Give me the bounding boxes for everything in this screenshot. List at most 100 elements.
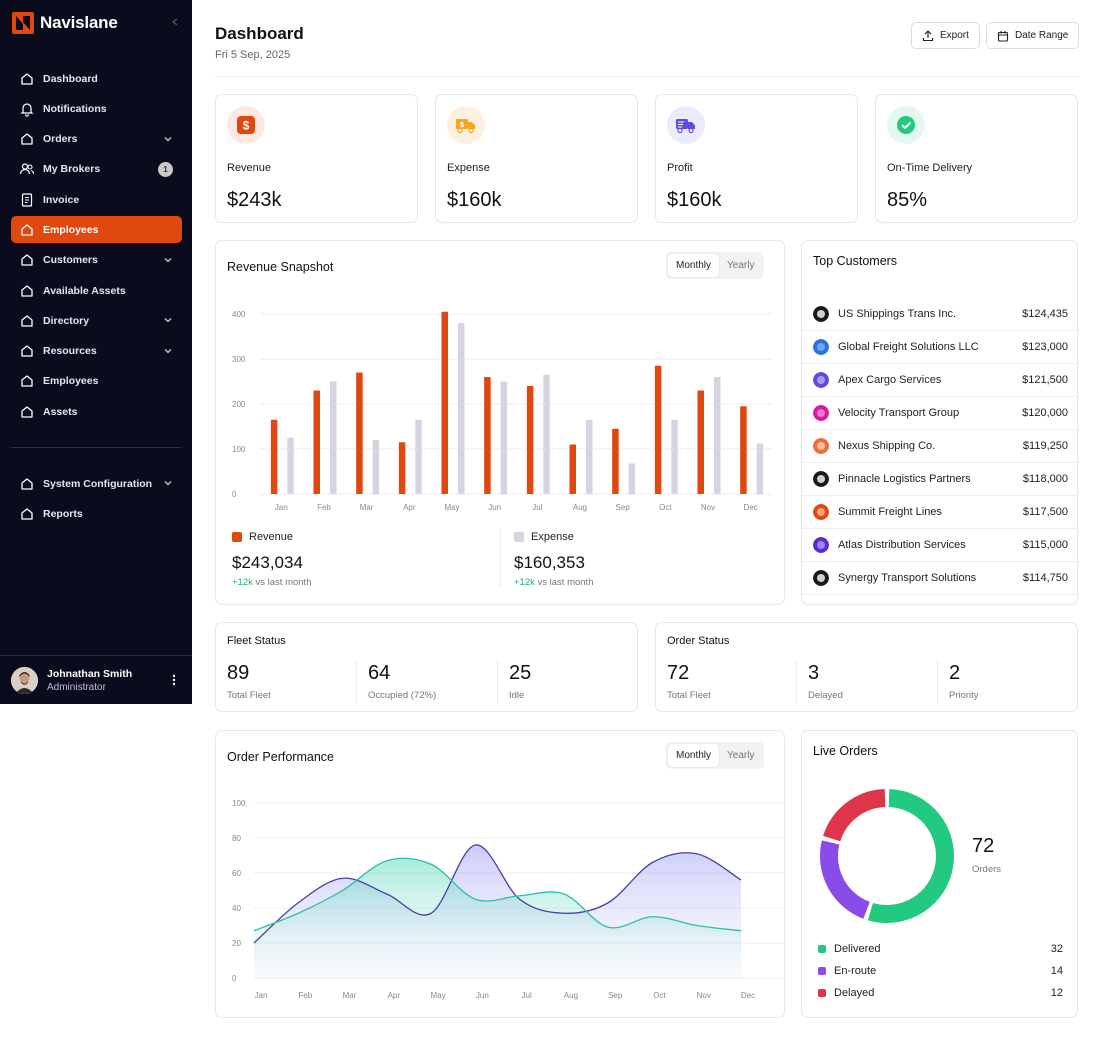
home-icon — [21, 72, 33, 85]
sidebar-item-available-assets[interactable]: Available Assets — [11, 277, 182, 304]
enroute-swatch — [818, 967, 826, 975]
stat-divider — [497, 659, 498, 705]
x-tick-label: Jul — [532, 503, 542, 512]
customer-row[interactable]: Velocity Transport Group $120,000 — [802, 397, 1077, 430]
revenue-snapshot-card: Revenue Snapshot Monthly Yearly 0 100 200 3… — [215, 240, 785, 605]
revenue-bar — [526, 386, 534, 494]
tab-yearly[interactable]: Yearly — [727, 260, 755, 271]
tab-monthly[interactable]: Monthly — [668, 254, 720, 277]
stat-value: 64 — [368, 662, 391, 684]
date-range-button[interactable]: Date Range — [986, 22, 1080, 49]
delta-value: +12k — [514, 577, 535, 588]
kpi-label: Expense — [447, 162, 490, 174]
expense-bar — [671, 419, 678, 494]
sidebar-item-directory[interactable]: Directory — [11, 307, 182, 334]
customer-row[interactable]: Apex Cargo Services $121,500 — [802, 364, 1077, 397]
sidebar-item-employees-2[interactable]: Employees — [11, 368, 182, 395]
delta-suffix: vs last month — [255, 577, 312, 588]
sidebar-item-system-configuration[interactable]: System Configuration — [11, 470, 182, 497]
collapse-sidebar-icon[interactable] — [170, 16, 180, 30]
chevron-down-icon — [164, 481, 172, 486]
svg-text:$: $ — [460, 122, 464, 129]
legend-value: 14 — [1050, 965, 1063, 977]
expense-bar — [586, 419, 593, 494]
sidebar-item-notifications[interactable]: Notifications — [11, 95, 182, 122]
settings-icon — [21, 477, 33, 490]
customer-row[interactable]: Atlas Distribution Services $115,000 — [802, 529, 1077, 562]
customer-row[interactable]: Synergy Transport Solutions $114,750 — [802, 562, 1077, 595]
customer-name: US Shippings Trans Inc. — [838, 308, 957, 320]
revenue-bar — [313, 390, 320, 494]
sidebar-item-invoice[interactable]: Invoice — [11, 186, 182, 213]
expense-delta: +12k vs last month — [514, 577, 593, 588]
assets-icon — [21, 284, 33, 297]
kpi-value: $160k — [447, 189, 502, 211]
legend-label: Revenue — [249, 531, 294, 543]
legend-label: En-route — [834, 965, 877, 977]
x-tick-label: May — [431, 991, 446, 1000]
sidebar-item-dashboard[interactable]: Dashboard — [11, 65, 182, 92]
customer-row[interactable] — [802, 595, 1077, 604]
sidebar-item-label: Reports — [43, 507, 83, 520]
sidebar-item-resources[interactable]: Resources — [11, 338, 182, 365]
brand[interactable]: Navislane — [12, 12, 118, 34]
calendar-icon — [997, 30, 1009, 42]
x-tick-label: Mar — [360, 503, 374, 512]
customer-logo-icon — [818, 603, 824, 604]
customer-row[interactable]: Global Freight Solutions LLC $123,000 — [802, 331, 1077, 364]
tab-monthly[interactable]: Monthly — [668, 744, 720, 767]
more-vertical-icon[interactable] — [172, 674, 176, 686]
x-tick-label: Apr — [403, 503, 416, 512]
sidebar-item-customers[interactable]: Customers — [11, 247, 182, 274]
revenue-bar — [356, 372, 363, 494]
customer-amount: $117,500 — [1022, 506, 1068, 518]
stat-label: Idle — [509, 690, 525, 701]
x-tick-label: Jan — [255, 991, 268, 1000]
live-orders-donut — [820, 789, 954, 923]
chevron-down-icon — [164, 136, 172, 142]
export-button[interactable]: Export — [911, 22, 980, 49]
kpi-label: Revenue — [227, 162, 272, 174]
bell-icon — [20, 103, 34, 117]
sidebar-item-orders[interactable]: Orders — [11, 126, 182, 153]
customer-row[interactable]: Pinnacle Logistics Partners $118,000 — [802, 463, 1077, 496]
user-profile[interactable]: Johnathan Smith Administrator — [0, 655, 192, 704]
customer-amount: $121,500 — [1022, 374, 1068, 386]
tab-yearly[interactable]: Yearly — [727, 750, 755, 761]
sidebar-item-my-brokers[interactable]: My Brokers 1 — [11, 156, 182, 183]
revenue-bar — [441, 311, 448, 494]
date-range-label: Date Range — [1015, 30, 1069, 41]
expense-legend: Expense — [514, 531, 574, 543]
legend-delivered: Delivered 32 — [818, 943, 1063, 955]
y-tick-label: 0 — [232, 974, 237, 983]
y-tick-label: 300 — [232, 355, 246, 364]
sidebar-item-assets[interactable]: Assets — [11, 398, 182, 425]
x-tick-label: Dec — [741, 991, 755, 1000]
sidebar-item-label: Resources — [43, 345, 97, 358]
revenue-bar — [697, 390, 704, 494]
navislane-logo-icon — [12, 12, 34, 34]
sidebar-nav-secondary: System Configuration Reports — [11, 470, 182, 531]
customer-row[interactable]: US Shippings Trans Inc. $124,435 — [802, 298, 1077, 331]
customer-logo-icon — [813, 570, 829, 586]
sidebar-item-employees[interactable]: Employees — [11, 216, 182, 244]
reports-icon — [21, 508, 33, 520]
expense-total: $160,353 — [514, 553, 585, 572]
customer-amount: $120,000 — [1022, 407, 1068, 419]
customer-row[interactable]: Nexus Shipping Co. $119,250 — [802, 430, 1077, 463]
series-line — [253, 844, 742, 944]
y-tick-label: 60 — [232, 869, 241, 878]
expense-swatch — [514, 532, 524, 542]
revenue-legend: Revenue — [232, 531, 293, 543]
sidebar-item-reports[interactable]: Reports — [11, 500, 182, 527]
legend-label: Delivered — [834, 943, 881, 955]
donut-slice — [820, 840, 871, 919]
brokers-count-badge: 1 — [158, 161, 173, 177]
revenue-bar — [484, 377, 491, 494]
stat-label: Occupied (72%) — [368, 690, 437, 701]
page-date: Fri 5 Sep, 2025 — [215, 49, 291, 61]
customer-logo-icon — [813, 339, 829, 355]
kpi-value: 85% — [887, 189, 928, 211]
customer-row[interactable]: Summit Freight Lines $117,500 — [802, 496, 1077, 529]
customer-name: Apex Cargo Services — [838, 374, 942, 386]
